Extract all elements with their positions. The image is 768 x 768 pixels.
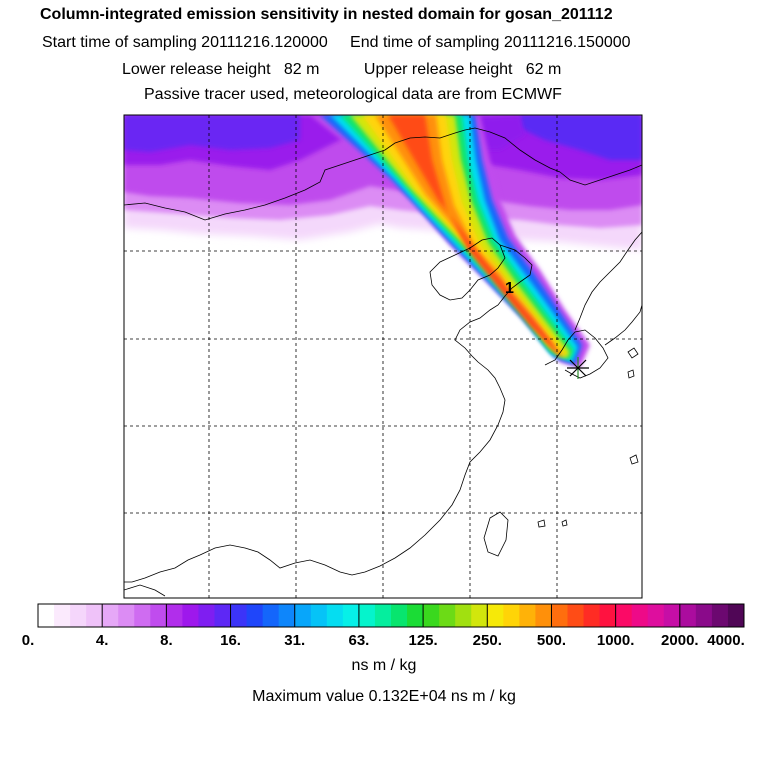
- colorbar-tick-label: 1000.: [596, 632, 635, 649]
- colorbar-swatch: [599, 604, 617, 627]
- colorbar-swatch: [455, 604, 472, 627]
- map-frame: [123, 114, 643, 599]
- colorbar-swatch: [118, 604, 135, 627]
- colorbar-swatch: [198, 604, 215, 627]
- colorbar-tick-label: 2000.: [661, 632, 699, 649]
- colorbar-tick-label: 63.: [348, 632, 370, 649]
- colorbar-swatch: [262, 604, 280, 627]
- colorbar-frame: [37, 603, 745, 628]
- colorbar-tick-label: 16.: [220, 632, 241, 649]
- colorbar-swatch: [663, 604, 681, 627]
- colorbar-swatch: [70, 604, 87, 627]
- colorbar-tick-label: 500.: [536, 632, 567, 649]
- maximum-value: Maximum value 0.132E+04 ns m / kg: [252, 688, 516, 705]
- colorbar-units: ns m / kg: [351, 657, 417, 674]
- colorbar-swatch: [727, 604, 745, 627]
- trajectory-marker-label: 1: [505, 280, 514, 297]
- colorbar-swatch: [567, 604, 585, 627]
- colorbar-swatch: [695, 604, 713, 627]
- receptor-star-marker: [567, 357, 589, 379]
- colorbar-swatch: [102, 604, 119, 627]
- colorbar-tick-label: 0.: [21, 632, 35, 649]
- colorbar-tick-label: 8.: [160, 632, 173, 649]
- colorbar-swatch: [38, 604, 55, 627]
- colorbar-swatch: [342, 604, 360, 627]
- colorbar-swatch: [519, 604, 536, 627]
- release-heights: Lower release height 82 m Upper release …: [122, 61, 562, 78]
- colorbar-swatch: [326, 604, 344, 627]
- colorbar-swatch: [423, 604, 440, 627]
- colorbar-swatch: [182, 604, 199, 627]
- colorbar-tick-label: 4000.: [707, 632, 745, 649]
- colorbar-swatch: [711, 604, 729, 627]
- colorbar-swatch: [310, 604, 328, 627]
- colorbar-tick-label: 250.: [472, 632, 502, 649]
- colorbar-swatch: [583, 604, 601, 627]
- colorbar-swatch: [166, 604, 183, 627]
- coastlines: [124, 127, 642, 597]
- lat-lon-grid: [124, 115, 642, 598]
- colorbar-swatch: [54, 604, 71, 627]
- colorbar-swatch: [679, 604, 697, 627]
- colorbar-swatch: [391, 604, 408, 627]
- tracer-info: Passive tracer used, meteorological data…: [144, 86, 562, 103]
- colorbar-tick-label: 4.: [95, 632, 109, 649]
- colorbar-swatch: [551, 604, 568, 627]
- colorbar-tick-label: 31.: [284, 632, 306, 649]
- sampling-times: Start time of sampling 20111216.120000 E…: [42, 34, 631, 51]
- colorbar-swatch: [246, 604, 264, 627]
- colorbar-swatch: [230, 604, 248, 627]
- colorbar-swatch: [471, 604, 488, 627]
- colorbar-swatch: [407, 604, 424, 627]
- colorbar-swatch: [374, 604, 392, 627]
- colorbar-swatch: [487, 604, 504, 627]
- colorbar-swatch: [439, 604, 456, 627]
- colorbar-swatch: [503, 604, 520, 627]
- colorbar-swatch: [358, 604, 376, 627]
- colorbar-swatch: [214, 604, 232, 627]
- colorbar-tick-label: 125.: [408, 632, 438, 649]
- colorbar-swatch: [294, 604, 312, 627]
- colorbar-swatch: [647, 604, 665, 627]
- colorbar-swatch: [86, 604, 103, 627]
- colorbar-swatch: [631, 604, 649, 627]
- colorbar-swatch: [150, 604, 167, 627]
- colorbar: [38, 604, 745, 627]
- colorbar-swatch: [134, 604, 151, 627]
- colorbar-swatch: [615, 604, 633, 627]
- colorbar-swatch: [535, 604, 552, 627]
- colorbar-swatch: [278, 604, 296, 627]
- plot-title: Column-integrated emission sensitivity i…: [40, 6, 613, 23]
